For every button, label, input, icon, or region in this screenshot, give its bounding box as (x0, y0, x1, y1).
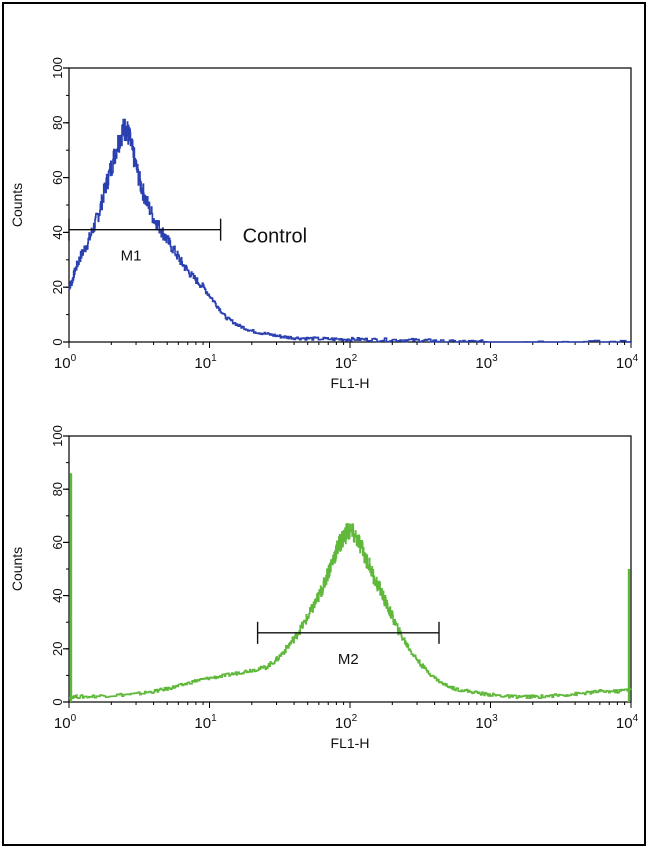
plot-frame (68, 67, 632, 343)
histogram-trace-top (68, 118, 632, 343)
x-axis-label: FL1-H (331, 735, 370, 751)
gate-marker-label: M2 (338, 651, 359, 668)
x-tick-label: 101 (194, 713, 217, 732)
y-tick-label: 0 (50, 698, 65, 705)
x-tick-label: 101 (194, 353, 217, 372)
y-tick-label: 40 (50, 588, 65, 602)
x-tick-label: 100 (54, 353, 77, 372)
y-tick-label: 20 (50, 280, 65, 294)
x-tick-label: 103 (475, 713, 498, 732)
y-tick-label: 100 (50, 57, 65, 79)
y-tick-label: 20 (50, 642, 65, 656)
y-axis-label: Counts (9, 547, 25, 591)
y-tick-label: 60 (50, 535, 65, 549)
gate-marker-label: M1 (121, 248, 142, 265)
x-axis-label: FL1-H (331, 375, 370, 391)
x-tick-label: 103 (475, 353, 498, 372)
y-tick-label: 0 (50, 338, 65, 345)
y-tick-label: 40 (50, 225, 65, 239)
y-tick-label: 80 (50, 116, 65, 130)
y-tick-label: 100 (50, 425, 65, 447)
histogram-panel-bottom: 0 20 40 60 80 100 100 101 102 103 104 FL1-H Counts M2 (9, 425, 639, 751)
control-annotation: Control (243, 226, 307, 248)
histogram-trace-bottom (69, 523, 632, 700)
x-tick-label: 104 (616, 353, 639, 372)
x-tick-label: 100 (54, 713, 77, 732)
x-tick-label: 102 (335, 353, 358, 372)
y-tick-label: 80 (50, 482, 65, 496)
histogram-panel-top: 0 20 40 60 80 100 100 101 102 103 104 FL1-H Counts M1… (9, 57, 639, 391)
y-axis-label: Counts (9, 183, 25, 227)
x-tick-label: 102 (335, 713, 358, 732)
x-tick-label: 104 (616, 713, 639, 732)
y-tick-label: 60 (50, 170, 65, 184)
